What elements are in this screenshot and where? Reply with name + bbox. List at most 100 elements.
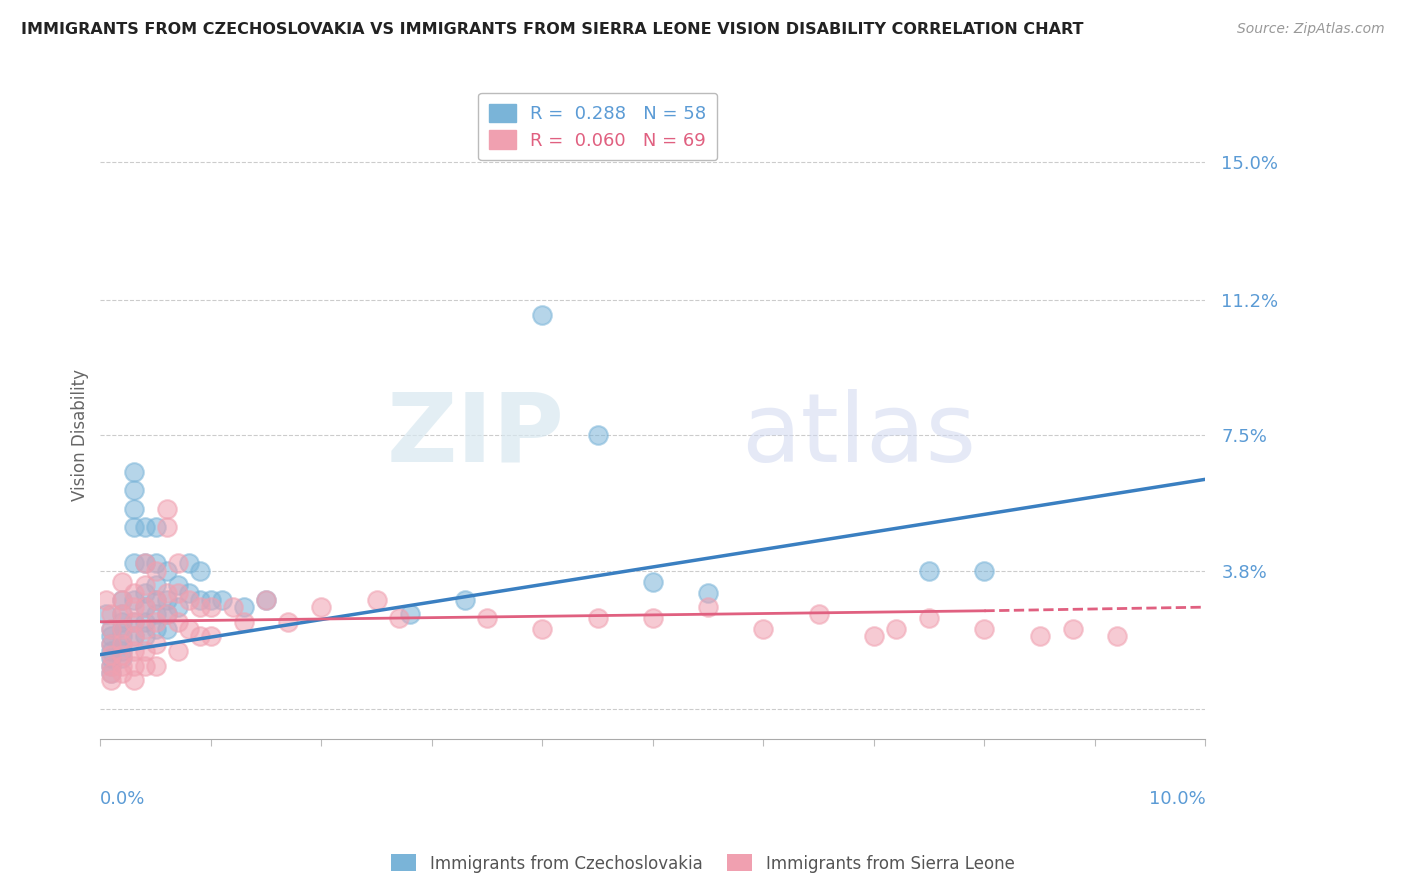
Point bbox=[254, 592, 277, 607]
Point bbox=[166, 578, 188, 592]
Point bbox=[122, 520, 145, 534]
Point bbox=[145, 520, 167, 534]
Point bbox=[641, 611, 664, 625]
Point bbox=[111, 607, 134, 622]
Point bbox=[156, 501, 179, 516]
Point bbox=[156, 592, 179, 607]
Point bbox=[122, 615, 145, 629]
Point bbox=[122, 615, 145, 629]
Point bbox=[586, 428, 609, 442]
Point bbox=[111, 622, 134, 636]
Point bbox=[145, 658, 167, 673]
Point bbox=[100, 637, 122, 651]
Point bbox=[277, 615, 299, 629]
Point bbox=[122, 629, 145, 643]
Point bbox=[111, 648, 134, 662]
Point bbox=[188, 600, 211, 615]
Point bbox=[134, 520, 156, 534]
Point bbox=[233, 600, 256, 615]
Point bbox=[100, 658, 122, 673]
Y-axis label: Vision Disability: Vision Disability bbox=[72, 369, 89, 501]
Point bbox=[145, 564, 167, 578]
Point bbox=[177, 592, 200, 607]
Point bbox=[145, 637, 167, 651]
Point bbox=[177, 622, 200, 636]
Point bbox=[1028, 629, 1050, 643]
Point bbox=[134, 557, 156, 571]
Point bbox=[388, 611, 411, 625]
Point bbox=[586, 611, 609, 625]
Point bbox=[145, 607, 167, 622]
Point bbox=[134, 622, 156, 636]
Point bbox=[188, 564, 211, 578]
Point bbox=[254, 592, 277, 607]
Point bbox=[111, 651, 134, 665]
Point bbox=[100, 665, 122, 680]
Point bbox=[134, 658, 156, 673]
Point bbox=[973, 564, 995, 578]
Point bbox=[145, 557, 167, 571]
Point bbox=[111, 592, 134, 607]
Point bbox=[697, 585, 720, 599]
Point bbox=[122, 465, 145, 479]
Point bbox=[531, 622, 554, 636]
Point bbox=[156, 607, 179, 622]
Point bbox=[122, 585, 145, 599]
Point bbox=[111, 658, 134, 673]
Point bbox=[134, 557, 156, 571]
Legend: Immigrants from Czechoslovakia, Immigrants from Sierra Leone: Immigrants from Czechoslovakia, Immigran… bbox=[385, 847, 1021, 880]
Point bbox=[166, 600, 188, 615]
Point bbox=[111, 592, 134, 607]
Point bbox=[100, 651, 122, 665]
Point bbox=[366, 592, 388, 607]
Point bbox=[807, 607, 830, 622]
Point bbox=[122, 501, 145, 516]
Point bbox=[100, 658, 122, 673]
Point bbox=[122, 644, 145, 658]
Point bbox=[111, 607, 134, 622]
Point bbox=[100, 637, 122, 651]
Point bbox=[111, 665, 134, 680]
Text: atlas: atlas bbox=[741, 389, 976, 482]
Point bbox=[222, 600, 245, 615]
Point bbox=[166, 615, 188, 629]
Point bbox=[156, 607, 179, 622]
Point bbox=[697, 600, 720, 615]
Point bbox=[188, 629, 211, 643]
Point bbox=[100, 622, 122, 636]
Point bbox=[100, 648, 122, 662]
Point bbox=[100, 665, 122, 680]
Point bbox=[177, 585, 200, 599]
Point bbox=[188, 592, 211, 607]
Point bbox=[134, 600, 156, 615]
Point bbox=[884, 622, 907, 636]
Point bbox=[134, 600, 156, 615]
Text: 10.0%: 10.0% bbox=[1149, 789, 1205, 808]
Point bbox=[100, 607, 122, 622]
Point bbox=[122, 592, 145, 607]
Point bbox=[398, 607, 420, 622]
Point bbox=[156, 622, 179, 636]
Point bbox=[111, 622, 134, 636]
Point bbox=[145, 615, 167, 629]
Point bbox=[122, 629, 145, 643]
Legend: R =  0.288   N = 58, R =  0.060   N = 69: R = 0.288 N = 58, R = 0.060 N = 69 bbox=[478, 93, 717, 161]
Point bbox=[177, 557, 200, 571]
Point bbox=[166, 557, 188, 571]
Point bbox=[122, 483, 145, 498]
Point bbox=[918, 611, 941, 625]
Text: ZIP: ZIP bbox=[387, 389, 564, 482]
Point bbox=[111, 637, 134, 651]
Point bbox=[156, 585, 179, 599]
Text: Source: ZipAtlas.com: Source: ZipAtlas.com bbox=[1237, 22, 1385, 37]
Point bbox=[100, 673, 122, 688]
Point bbox=[1062, 622, 1084, 636]
Point bbox=[156, 564, 179, 578]
Text: 0.0%: 0.0% bbox=[100, 789, 146, 808]
Point bbox=[641, 574, 664, 589]
Point bbox=[134, 615, 156, 629]
Point bbox=[863, 629, 886, 643]
Point bbox=[145, 592, 167, 607]
Point bbox=[134, 644, 156, 658]
Point bbox=[145, 578, 167, 592]
